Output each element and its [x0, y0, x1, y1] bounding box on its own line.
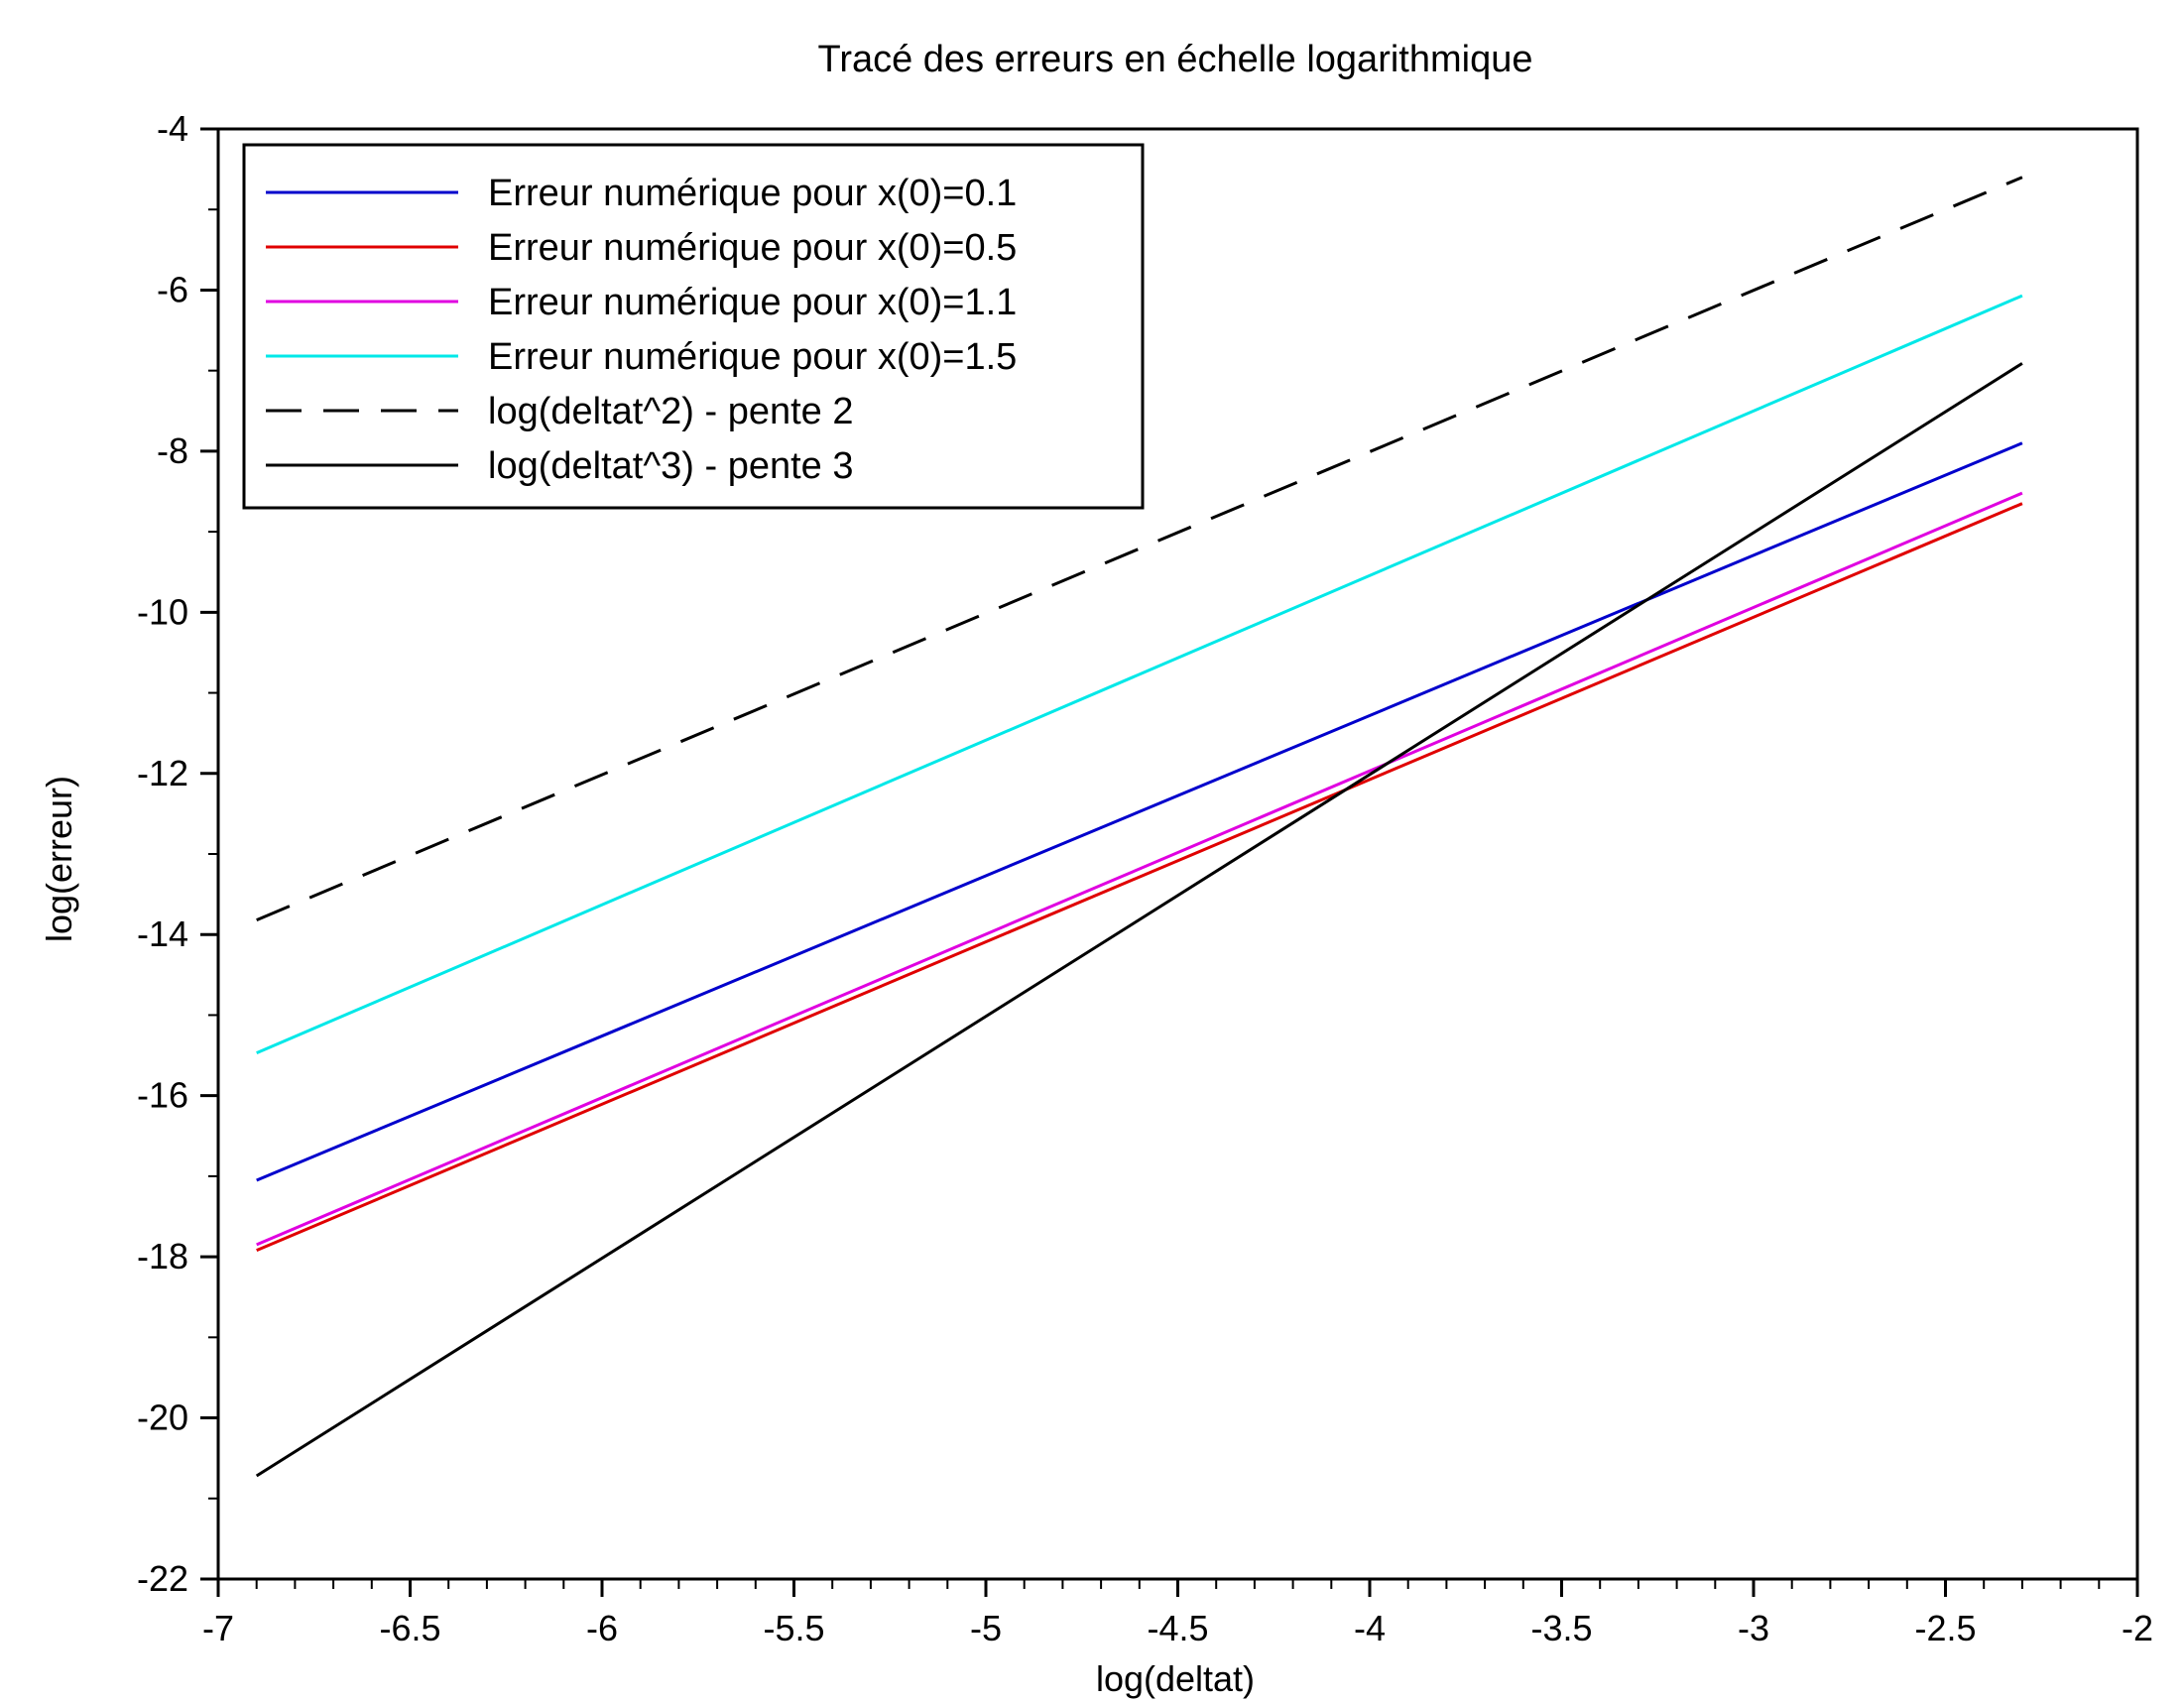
- y-axis-title: log(erreur): [39, 776, 79, 942]
- x-tick-label: -7: [202, 1608, 234, 1648]
- legend: Erreur numérique pour x(0)=0.1 Erreur num…: [242, 143, 1145, 510]
- x-tick-label: -3: [1738, 1608, 1769, 1648]
- y-axis: -22 -20 -18 -16 -14 -12 -10 -8 -6 -4: [137, 108, 218, 1599]
- series-line-6: [255, 362, 2023, 1478]
- legend-label-6: log(deltat^3) - pente 3: [488, 445, 854, 487]
- y-tick-label: -22: [137, 1558, 188, 1599]
- series-line-2: [256, 502, 2023, 1252]
- legend-label-3: Erreur numérique pour x(0)=1.1: [488, 282, 1017, 323]
- x-axis: -7 -6.5 -6 -5.5 -5 -4.5 -4 -3.5 -3 -2.5 -2: [202, 1579, 2153, 1648]
- y-tick-label: -10: [137, 591, 188, 632]
- legend-box: [242, 143, 1145, 510]
- y-tick-label: -14: [137, 913, 188, 954]
- x-tick-label: -4: [1354, 1608, 1386, 1648]
- legend-label-5: log(deltat^2) - pente 2: [488, 391, 854, 432]
- y-tick-label: -20: [137, 1398, 188, 1438]
- x-tick-label: -5.5: [763, 1608, 824, 1648]
- y-tick-label: -8: [157, 430, 188, 471]
- y-tick-label: -16: [137, 1075, 188, 1116]
- series-line-1: [256, 441, 2023, 1182]
- chart-title: Tracé des erreurs en échelle logarithmiq…: [818, 39, 1533, 80]
- x-tick-label: -6: [586, 1608, 618, 1648]
- x-tick-label: -2.5: [1914, 1608, 1976, 1648]
- x-tick-label: -3.5: [1530, 1608, 1592, 1648]
- x-tick-label: -4.5: [1147, 1608, 1208, 1648]
- series-line-4: [256, 294, 2023, 1054]
- x-tick-label: -6.5: [379, 1608, 440, 1648]
- plot-lines: [255, 176, 2023, 1478]
- y-tick-label: -18: [137, 1236, 188, 1277]
- x-axis-title: log(deltat): [1096, 1658, 1255, 1699]
- legend-label-2: Erreur numérique pour x(0)=0.5: [488, 227, 1017, 269]
- x-tick-label: -2: [2122, 1608, 2153, 1648]
- legend-label-1: Erreur numérique pour x(0)=0.1: [488, 173, 1017, 214]
- y-tick-label: -12: [137, 753, 188, 793]
- series-line-5: [256, 176, 2023, 921]
- legend-label-4: Erreur numérique pour x(0)=1.5: [488, 336, 1017, 378]
- y-tick-label: -4: [157, 108, 188, 149]
- x-tick-label: -5: [970, 1608, 1002, 1648]
- y-tick-label: -6: [157, 269, 188, 309]
- series-line-3: [256, 491, 2023, 1247]
